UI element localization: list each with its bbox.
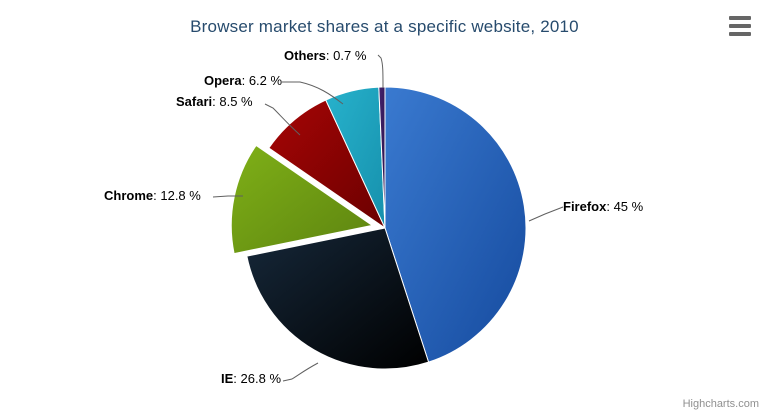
datalabel-firefox-value: 45 % bbox=[613, 199, 644, 214]
highcharts-credits[interactable]: Highcharts.com bbox=[682, 398, 759, 410]
datalabel-others-value: 0.7 % bbox=[333, 48, 367, 63]
hamburger-bar-2 bbox=[729, 24, 751, 28]
datalabel-ie-value: 26.8 % bbox=[240, 371, 282, 386]
datalabel-chrome: Chrome: 12.8 % bbox=[104, 188, 201, 203]
chart-title: Browser market shares at a specific webs… bbox=[190, 17, 579, 36]
hamburger-bar-3 bbox=[729, 32, 751, 36]
datalabel-ie-name: IE bbox=[221, 371, 234, 386]
datalabel-others-name: Others bbox=[284, 48, 326, 63]
pie-slices bbox=[230, 86, 527, 370]
pie-slice-firefox[interactable] bbox=[384, 86, 527, 363]
pie-slice-ie[interactable] bbox=[246, 227, 430, 370]
connector-firefox bbox=[528, 206, 564, 222]
connector-ie bbox=[282, 362, 319, 382]
datalabel-firefox-name: Firefox bbox=[563, 199, 607, 214]
datalabel-safari-name: Safari bbox=[176, 94, 213, 109]
label-connectors bbox=[212, 54, 564, 382]
datalabel-firefox: Firefox: 45 % bbox=[563, 199, 644, 214]
datalabel-opera: Opera: 6.2 % bbox=[204, 73, 283, 88]
datalabel-safari: Safari: 8.5 % bbox=[176, 94, 253, 109]
connector-opera bbox=[282, 81, 344, 105]
hamburger-bar-1 bbox=[729, 16, 751, 20]
datalabel-opera-name: Opera bbox=[204, 73, 242, 88]
datalabel-chrome-value: 12.8 % bbox=[160, 188, 201, 203]
datalabel-safari-value: 8.5 % bbox=[219, 94, 253, 109]
hamburger-menu-icon[interactable] bbox=[727, 14, 753, 38]
datalabel-chrome-name: Chrome bbox=[104, 188, 154, 203]
connector-safari bbox=[264, 103, 301, 136]
connector-others bbox=[377, 54, 384, 89]
datalabel-opera-value: 6.2 % bbox=[248, 73, 283, 88]
pie-slice-chrome[interactable] bbox=[230, 144, 373, 255]
connector-chrome bbox=[212, 195, 243, 198]
pie-slice-others[interactable] bbox=[378, 86, 386, 229]
datalabel-ie: IE: 26.8 % bbox=[221, 371, 282, 386]
datalabel-others: Others: 0.7 % bbox=[284, 48, 367, 63]
